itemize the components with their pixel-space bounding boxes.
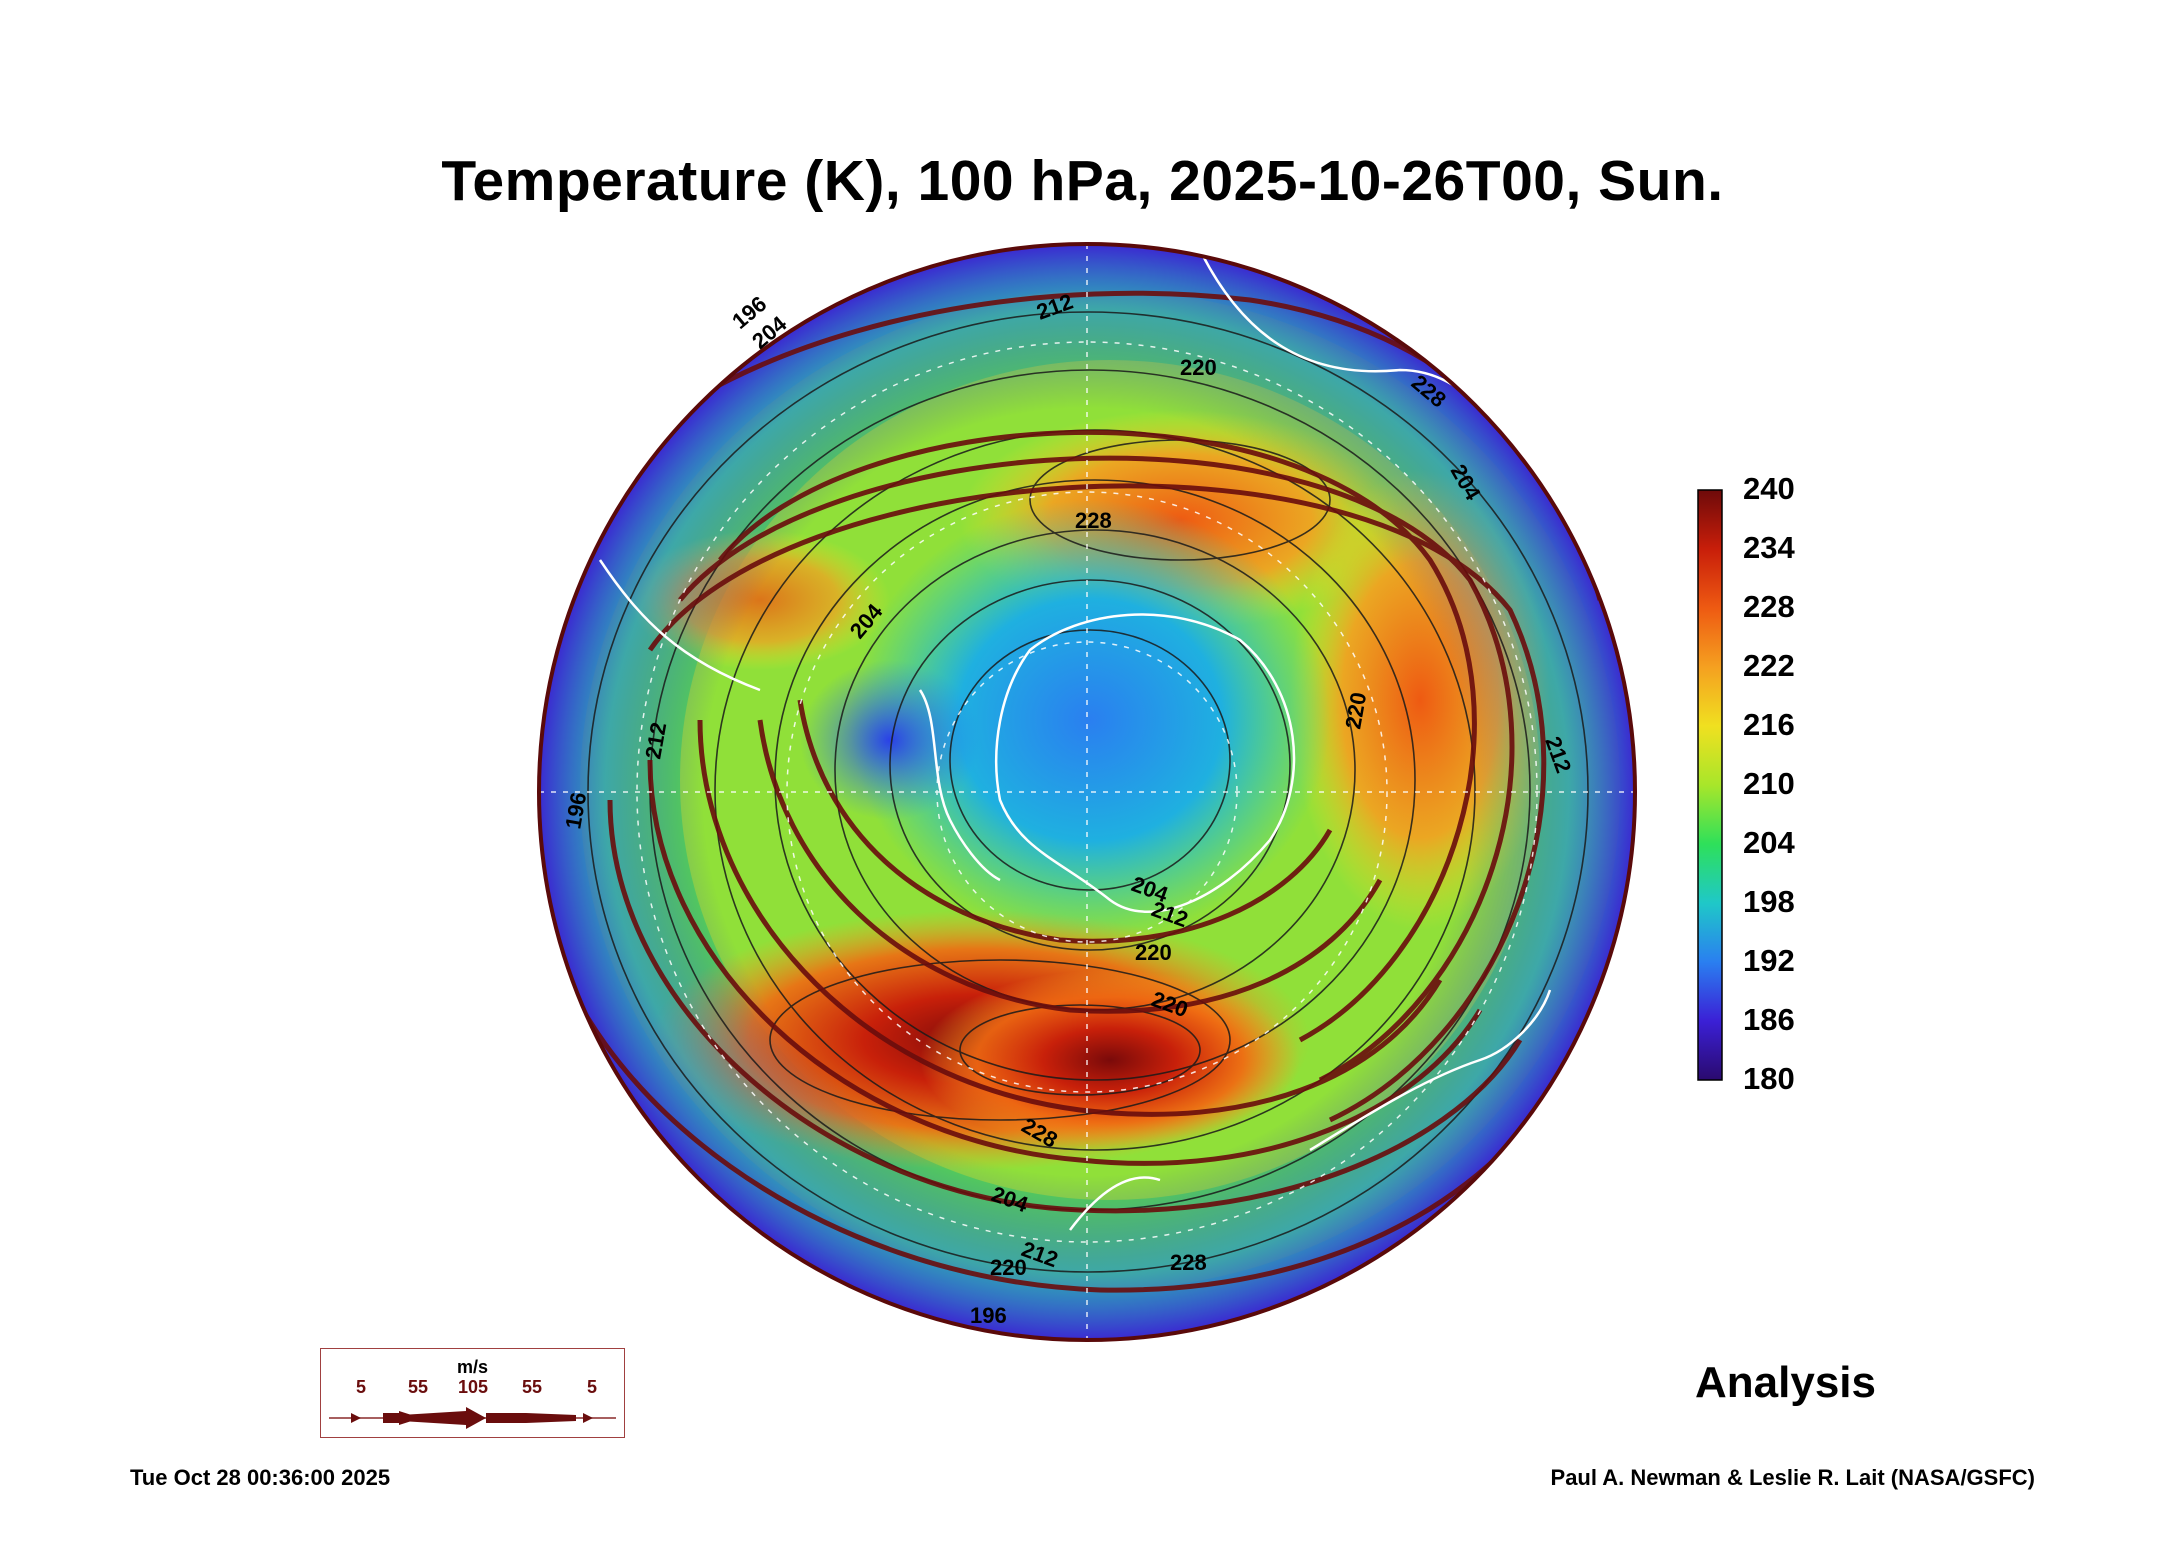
contour-label: 220 — [990, 1255, 1027, 1280]
colorbar-ramp — [1697, 489, 1723, 1081]
contour-label: 196 — [970, 1303, 1007, 1328]
colorbar-tick-label: 198 — [1743, 884, 1795, 919]
credit-line: Paul A. Newman & Leslie R. Lait (NASA/GS… — [1550, 1465, 2035, 1490]
colorbar-tick-label: 216 — [1743, 707, 1795, 742]
colorbar-tick-label: 234 — [1743, 530, 1795, 565]
contour-label: 228 — [1170, 1250, 1207, 1275]
wind-legend-value: 5 — [355, 1377, 367, 1397]
graticule — [539, 244, 1635, 1340]
wind-legend-value: 105 — [457, 1377, 489, 1397]
colorbar-tick-label: 186 — [1743, 1002, 1795, 1037]
chart-title: Temperature (K), 100 hPa, 2025-10-26T00,… — [441, 149, 1724, 213]
colorbar-tick-label: 210 — [1743, 766, 1795, 801]
wind-speed-legend: m/s 5 55 105 55 5 — [320, 1348, 625, 1438]
colorbar-tick-label: 192 — [1743, 943, 1795, 978]
wind-legend-value: 55 — [407, 1377, 429, 1397]
colorbar — [1697, 489, 1723, 1081]
colorbar-tick-label: 240 — [1743, 471, 1795, 506]
colorbar-tick-label: 180 — [1743, 1061, 1795, 1096]
analysis-label: Analysis — [1695, 1358, 1876, 1407]
date-stamp: Tue Oct 28 00:36:00 2025 — [130, 1465, 391, 1490]
wind-legend-value: 5 — [586, 1377, 598, 1397]
contour-label: 220 — [1135, 940, 1172, 965]
contour-label: 220 — [1180, 355, 1217, 380]
temperature-field — [539, 244, 1635, 1340]
wind-legend-value: 55 — [521, 1377, 543, 1397]
wind-unit-label: m/s — [456, 1357, 489, 1377]
colorbar-tick-label: 228 — [1743, 589, 1795, 624]
contour-label: 228 — [1075, 508, 1112, 533]
colorbar-tick-label: 222 — [1743, 648, 1795, 683]
map-rim — [537, 242, 1637, 1342]
colorbar-tick-label: 204 — [1743, 825, 1795, 860]
wind-arrow-scale — [329, 1407, 616, 1429]
